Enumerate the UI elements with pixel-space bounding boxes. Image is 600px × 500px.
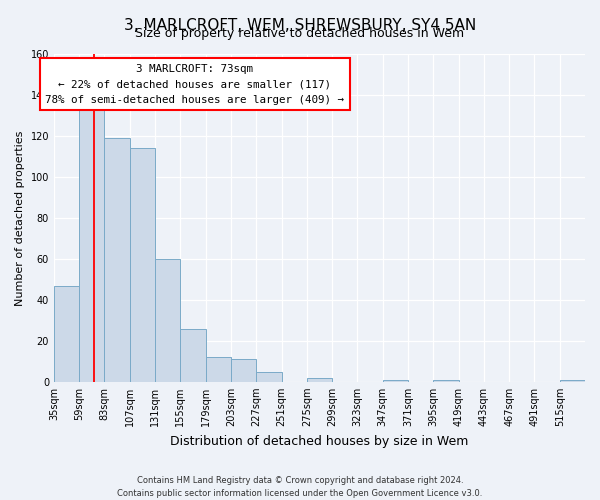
Text: 3 MARLCROFT: 73sqm
← 22% of detached houses are smaller (117)
78% of semi-detach: 3 MARLCROFT: 73sqm ← 22% of detached hou… <box>45 64 344 105</box>
X-axis label: Distribution of detached houses by size in Wem: Distribution of detached houses by size … <box>170 434 469 448</box>
Bar <box>54 286 79 382</box>
Bar <box>181 328 206 382</box>
Bar <box>206 357 231 382</box>
Text: Size of property relative to detached houses in Wem: Size of property relative to detached ho… <box>136 28 464 40</box>
Bar <box>433 380 458 382</box>
Bar <box>155 259 181 382</box>
Text: 3, MARLCROFT, WEM, SHREWSBURY, SY4 5AN: 3, MARLCROFT, WEM, SHREWSBURY, SY4 5AN <box>124 18 476 32</box>
Y-axis label: Number of detached properties: Number of detached properties <box>15 130 25 306</box>
Bar <box>383 380 408 382</box>
Text: Contains HM Land Registry data © Crown copyright and database right 2024.
Contai: Contains HM Land Registry data © Crown c… <box>118 476 482 498</box>
Bar <box>130 148 155 382</box>
Bar <box>79 108 104 382</box>
Bar <box>307 378 332 382</box>
Bar <box>560 380 585 382</box>
Bar <box>104 138 130 382</box>
Bar <box>231 360 256 382</box>
Bar <box>256 372 281 382</box>
